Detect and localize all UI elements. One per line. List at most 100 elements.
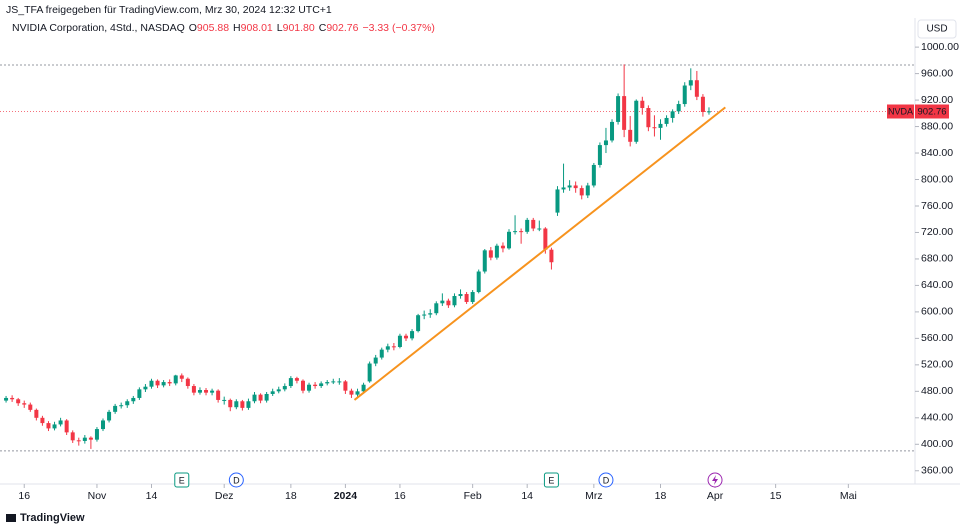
y-tick-label: 480.00 xyxy=(921,385,953,397)
candle-body xyxy=(579,188,584,196)
dividend-marker[interactable] xyxy=(598,472,614,488)
candle-body xyxy=(567,185,572,188)
candle-body xyxy=(228,399,233,408)
candle-body xyxy=(591,164,596,186)
candle-body xyxy=(664,117,669,124)
y-tick-label: 520.00 xyxy=(921,359,953,371)
y-tick-label: 440.00 xyxy=(921,412,953,424)
candle-body xyxy=(34,409,39,418)
x-tick-label: Apr xyxy=(707,490,724,502)
price-tag xyxy=(915,104,949,119)
candle-body xyxy=(125,401,130,406)
candle-body xyxy=(682,85,687,105)
candle-body xyxy=(531,219,536,229)
candle-body xyxy=(597,145,602,165)
candle-body xyxy=(549,249,554,263)
candle-body xyxy=(52,424,57,429)
candle-body xyxy=(494,245,499,258)
currency[interactable]: USD xyxy=(926,24,947,35)
brand: TradingView xyxy=(20,512,85,524)
candle-body xyxy=(355,391,360,395)
candle-body xyxy=(628,129,633,142)
candle-body xyxy=(191,386,196,393)
candle-body xyxy=(149,380,154,387)
dividend-marker[interactable] xyxy=(228,472,244,488)
ohlc-value: 901.80 xyxy=(283,22,315,34)
shared-by: JS_TFA freigegeben für TradingView.com, … xyxy=(6,4,332,16)
legend: NVIDIA Corporation, 4Std., NASDAQ O905.88… xyxy=(12,22,435,34)
candle-body xyxy=(573,185,578,189)
candle-body xyxy=(464,294,469,302)
candle-body xyxy=(519,231,524,233)
candle-body xyxy=(240,401,245,408)
y-tick-label: 560.00 xyxy=(921,332,953,344)
candle-body xyxy=(270,391,275,394)
change: −3.33 xyxy=(362,22,389,34)
change-percent: (−0.37%) xyxy=(392,22,435,34)
candle-body xyxy=(610,121,615,141)
x-tick-label: 15 xyxy=(770,490,782,502)
candle-body xyxy=(58,420,63,425)
y-tick-label: 880.00 xyxy=(921,120,953,132)
price-tag-label: 902.76 xyxy=(917,107,946,118)
x-tick-label: 14 xyxy=(146,490,158,502)
candle-body xyxy=(185,378,190,387)
x-tick-label: 14 xyxy=(521,490,533,502)
y-tick-label: 840.00 xyxy=(921,147,953,159)
candle-body xyxy=(216,390,221,400)
x-tick-label: Mrz xyxy=(585,490,603,502)
y-tick-label: 920.00 xyxy=(921,94,953,106)
candle-body xyxy=(428,313,433,315)
candle-body xyxy=(694,80,699,97)
event-label: D xyxy=(603,475,610,485)
candle-body xyxy=(28,404,33,410)
candle-body xyxy=(403,335,408,339)
candle-body xyxy=(446,300,451,306)
x-tick-label: 18 xyxy=(655,490,667,502)
candle-body xyxy=(107,411,112,421)
candle-body xyxy=(46,423,51,429)
x-tick-label: Dez xyxy=(215,490,234,502)
candle-body xyxy=(622,96,627,130)
candle-body xyxy=(210,390,215,393)
candle-body xyxy=(319,383,324,387)
candle-body xyxy=(482,250,487,272)
candle-body xyxy=(258,394,263,401)
candle-body xyxy=(143,386,148,390)
candle-body xyxy=(555,189,560,213)
candle-body xyxy=(585,185,590,196)
candle-body xyxy=(476,271,481,293)
candle-body xyxy=(343,381,348,391)
candle-body xyxy=(4,397,9,401)
candle-body xyxy=(488,250,493,258)
earnings-marker[interactable] xyxy=(174,472,190,488)
y-tick-label: 400.00 xyxy=(921,438,953,450)
candle-body xyxy=(76,440,81,442)
candle-body xyxy=(670,111,675,118)
candle-body xyxy=(82,437,87,441)
candle-body xyxy=(652,127,657,129)
ohlc-letter: O xyxy=(189,22,197,34)
candle-body xyxy=(706,111,711,113)
symbol-tag xyxy=(887,104,914,119)
trend-line xyxy=(353,106,726,401)
candle-body xyxy=(88,437,93,440)
candle-body xyxy=(307,384,312,391)
candle-body xyxy=(40,417,45,424)
candle-body xyxy=(458,294,463,297)
earnings-marker[interactable] xyxy=(543,472,559,488)
y-tick-label: 680.00 xyxy=(921,253,953,265)
lightning-icon xyxy=(712,475,719,485)
ohlc-value: 902.76 xyxy=(326,22,358,34)
candle-body xyxy=(688,80,693,86)
x-tick-label: Mai xyxy=(840,490,857,502)
candle-body xyxy=(525,219,530,232)
candle-body xyxy=(288,378,293,387)
y-tick-label: 720.00 xyxy=(921,226,953,238)
candle-body xyxy=(252,394,257,402)
currency-button[interactable] xyxy=(917,19,957,39)
candle-body xyxy=(640,100,645,109)
ohlc-letter: C xyxy=(319,22,327,34)
candle-body xyxy=(434,303,439,314)
